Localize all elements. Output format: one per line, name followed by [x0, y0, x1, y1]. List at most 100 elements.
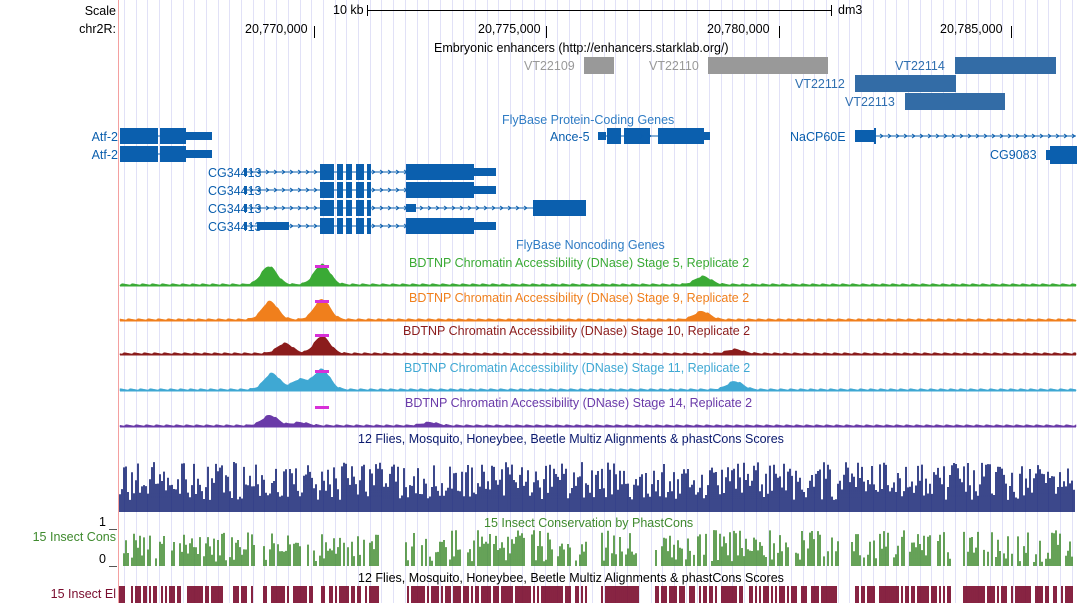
- strand-arrow: [1007, 133, 1012, 139]
- enhancer-feature[interactable]: [955, 57, 1056, 74]
- grid-lines: [119, 0, 1078, 603]
- dnase-clip-marker: [315, 334, 329, 337]
- strand-arrow: [419, 205, 424, 211]
- grid-line: [358, 0, 359, 603]
- strand-arrow: [305, 169, 310, 175]
- grid-line: [1013, 0, 1015, 603]
- exon-block: [346, 200, 352, 216]
- grid-line: [346, 0, 348, 603]
- grid-line: [627, 0, 629, 603]
- dnase-stage11-title[interactable]: BDTNP Chromatin Accessibility (DNase) St…: [404, 361, 751, 375]
- strand-arrow: [305, 205, 310, 211]
- enhancer-label[interactable]: VT22110: [649, 59, 699, 73]
- exon-block: [474, 222, 496, 230]
- grid-line: [673, 0, 675, 603]
- exon-block: [406, 218, 474, 234]
- strand-arrow: [289, 169, 294, 175]
- enhancers-track-title[interactable]: Embryonic enhancers (http://enhancers.st…: [434, 41, 729, 55]
- strand-arrow: [911, 133, 916, 139]
- enhancer-label[interactable]: VT22109: [524, 59, 575, 73]
- enhancer-feature[interactable]: [905, 93, 1005, 110]
- insect-cons-title[interactable]: 15 Insect Conservation by PhastCons: [484, 516, 694, 530]
- strand-arrow: [395, 187, 400, 193]
- strand-arrow: [257, 169, 262, 175]
- enhancer-feature[interactable]: [584, 57, 614, 74]
- grid-line: [685, 0, 687, 603]
- strand-arrow: [491, 205, 496, 211]
- grid-line: [486, 0, 488, 603]
- exon-block: [337, 182, 343, 198]
- exon-block: [356, 182, 364, 198]
- grid-line: [954, 0, 956, 603]
- grid-line: [849, 0, 851, 603]
- strand-arrow: [387, 187, 392, 193]
- grid-line: [884, 0, 886, 603]
- grid-line: [170, 0, 172, 603]
- strand-arrow: [371, 169, 376, 175]
- dnase-stage9-title[interactable]: BDTNP Chromatin Accessibility (DNase) St…: [409, 291, 750, 305]
- enhancer-label[interactable]: VT22112: [795, 77, 845, 91]
- strand-arrow: [435, 205, 440, 211]
- dnase-stage5-title[interactable]: BDTNP Chromatin Accessibility (DNase) St…: [409, 256, 750, 270]
- exon-block: [533, 200, 586, 216]
- exon-block: [356, 200, 364, 216]
- gene-label-cg34413[interactable]: CG34413: [208, 166, 262, 180]
- dnase-stage10-title[interactable]: BDTNP Chromatin Accessibility (DNase) St…: [403, 324, 751, 338]
- gene-label-ance5[interactable]: Ance-5: [550, 130, 590, 144]
- grid-line: [861, 0, 863, 603]
- insect-el-side-label[interactable]: 15 Insect El: [50, 587, 116, 601]
- strand-arrow: [387, 169, 392, 175]
- grid-line: [252, 0, 254, 603]
- coord-tick: [779, 26, 780, 38]
- multiz-bars: [119, 462, 1075, 512]
- dnase-signal: [119, 299, 1077, 322]
- strand-arrow: [281, 205, 286, 211]
- gene-label-cg34413[interactable]: CG34413: [208, 202, 262, 216]
- grid-line: [779, 0, 781, 603]
- dnase-stage14-title[interactable]: BDTNP Chromatin Accessibility (DNase) St…: [405, 396, 753, 410]
- strand-arrow: [935, 133, 940, 139]
- gene-label-cg34413[interactable]: CG34413: [208, 220, 262, 234]
- grid-line: [381, 0, 383, 603]
- enhancer-label[interactable]: VT22114: [895, 59, 945, 73]
- strand-arrow: [313, 187, 318, 193]
- axis-tick: [109, 529, 117, 530]
- strand-arrow: [1047, 133, 1052, 139]
- exon-block: [406, 182, 474, 198]
- insect-el-title[interactable]: 12 Flies, Mosquito, Honeybee, Beetle Mul…: [358, 571, 784, 585]
- exon-block: [337, 218, 343, 234]
- exon-block: [120, 146, 158, 162]
- enhancer-feature[interactable]: [708, 57, 828, 74]
- exon-block: [346, 182, 352, 198]
- exon-block: [120, 128, 158, 144]
- dnase-signal-tracks[interactable]: [0, 0, 1078, 440]
- dnase-clip-marker: [315, 300, 329, 303]
- exon-block: [874, 128, 876, 144]
- grid-line: [896, 0, 898, 603]
- protein-genes-track-title[interactable]: FlyBase Protein-Coding Genes: [502, 113, 675, 127]
- exon-block: [1046, 150, 1050, 160]
- grid-line: [697, 0, 699, 603]
- enhancer-feature[interactable]: [855, 75, 956, 92]
- insect-cons-side-label[interactable]: 15 Insect Cons: [32, 530, 116, 544]
- grid-line: [194, 0, 196, 603]
- gene-label-cg34413[interactable]: CG34413: [208, 184, 262, 198]
- multiz-track-title[interactable]: 12 Flies, Mosquito, Honeybee, Beetle Mul…: [358, 432, 784, 446]
- gene-label-cg9083[interactable]: CG9083: [990, 148, 1037, 162]
- strand-arrow: [1055, 133, 1060, 139]
- gene-models[interactable]: [0, 0, 1078, 240]
- gene-label-atf2[interactable]: Atf-2: [91, 130, 118, 144]
- grid-line: [439, 0, 441, 603]
- gene-label-atf2[interactable]: Atf-2: [91, 148, 118, 162]
- grid-line: [907, 0, 909, 603]
- exon-block: [855, 130, 875, 142]
- strand-arrow: [1071, 133, 1076, 139]
- coord-tick: [1011, 26, 1012, 38]
- noncoding-track-title[interactable]: FlyBase Noncoding Genes: [516, 238, 665, 252]
- gene-label-nacp60e[interactable]: NaCP60E: [790, 130, 846, 144]
- enhancer-label[interactable]: VT22113: [845, 95, 895, 109]
- scale-bar-right-tick: [831, 5, 832, 16]
- grid-line: [931, 0, 933, 603]
- grid-line: [826, 0, 827, 603]
